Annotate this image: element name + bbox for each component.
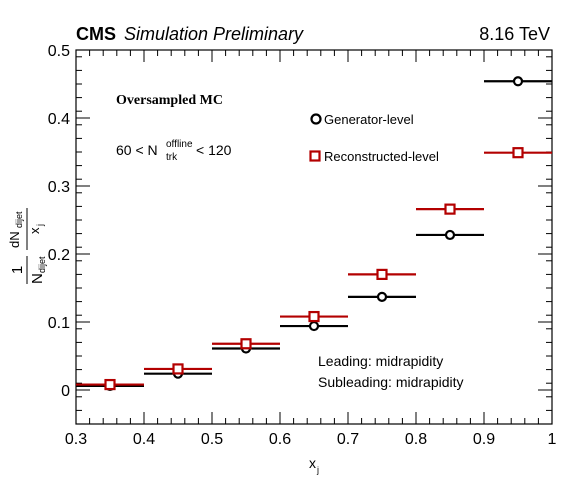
y-tick-label: 0.4	[48, 111, 70, 128]
region-label-subleading: Subleading: midrapidity	[318, 374, 464, 390]
multiplicity-sub: trk	[166, 152, 178, 163]
y-tick-label: 0.2	[48, 247, 70, 264]
y-title-dx-sub: j	[35, 224, 45, 227]
data-point	[444, 203, 456, 215]
axis-ticks	[75, 49, 553, 425]
y-tick-labels: 0 0.1 0.2 0.3 0.4 0.5	[48, 43, 70, 400]
status-label: Simulation Preliminary	[124, 24, 304, 44]
x-axis-title-main: x	[309, 455, 316, 471]
y-tick-label: 0	[61, 383, 70, 400]
x-tick-label: 0.5	[201, 431, 223, 448]
x-axis-title-sub: j	[316, 465, 319, 475]
y-title-dN: dN	[7, 231, 22, 248]
legend-label-reconstructed: Reconstructed-level	[324, 149, 439, 164]
legend-marker-reconstructed	[309, 150, 321, 162]
plot-frame	[75, 49, 553, 425]
data-point	[444, 229, 456, 241]
y-tick-label: 0.3	[48, 179, 70, 196]
y-title-dN-sub: dijet	[14, 211, 24, 228]
x-tick-label: 0.3	[65, 431, 87, 448]
sample-label: Oversampled MC	[116, 93, 223, 108]
data-point	[512, 147, 524, 159]
legend-label-generator: Generator-level	[324, 112, 414, 127]
multiplicity-sup: offline	[166, 139, 193, 150]
y-tick-label: 0.5	[48, 43, 70, 60]
x-tick-label: 1	[548, 431, 557, 448]
data-point	[512, 76, 524, 87]
x-tick-label: 0.7	[337, 431, 359, 448]
multiplicity-prefix: 60 < N	[116, 142, 158, 158]
x-axis-title: x j	[309, 455, 319, 475]
multiplicity-label: 60 < N offline trk < 120	[116, 139, 232, 163]
x-tick-label: 0.6	[269, 431, 291, 448]
y-title-N: N	[29, 273, 46, 284]
series-layer	[76, 76, 552, 392]
y-title-N-sub: dijet	[37, 256, 47, 273]
series-reconstructed	[76, 147, 552, 391]
y-tick-label: 0.1	[48, 315, 70, 332]
x-tick-label: 0.4	[133, 431, 155, 448]
data-point	[240, 338, 252, 350]
energy-label: 8.16 TeV	[479, 24, 550, 44]
x-tick-label: 0.9	[473, 431, 495, 448]
y-title-dx: x	[27, 227, 42, 234]
region-label-leading: Leading: midrapidity	[318, 353, 443, 369]
data-point	[376, 268, 388, 280]
data-point	[172, 363, 184, 375]
legend-marker-generator	[310, 113, 322, 125]
data-point	[308, 320, 320, 332]
multiplicity-suffix: < 120	[196, 142, 232, 158]
y-title-one: 1	[9, 266, 26, 274]
data-point	[308, 310, 320, 323]
legend: Generator-level Reconstructed-level	[309, 112, 439, 164]
x-tick-label: 0.8	[405, 431, 427, 448]
y-axis-title: 1 N dijet dN dijet x j	[7, 208, 47, 284]
x-tick-labels: 0.3 0.4 0.5 0.6 0.7 0.8 0.9 1	[65, 431, 557, 448]
data-point	[104, 378, 116, 391]
cms-label: CMS	[76, 24, 116, 44]
data-point	[376, 291, 388, 302]
